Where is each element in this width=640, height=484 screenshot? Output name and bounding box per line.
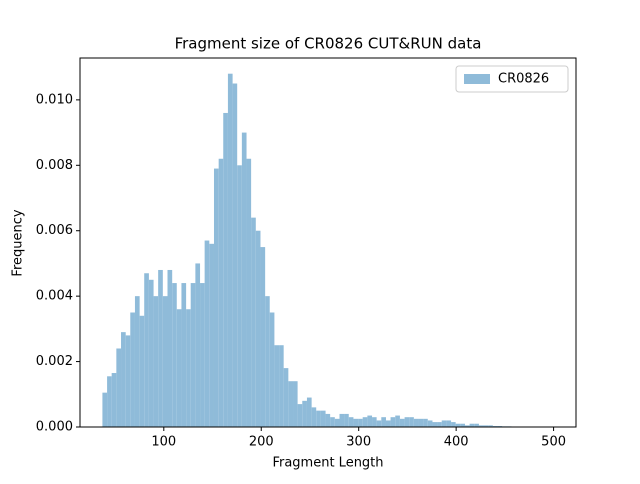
bar: [330, 417, 335, 427]
x-axis-label: Fragment Length: [272, 456, 383, 471]
bar: [116, 348, 121, 427]
bar: [140, 316, 145, 427]
bar: [177, 309, 182, 427]
bar: [144, 273, 149, 427]
bar: [233, 84, 238, 427]
bar: [446, 420, 451, 427]
bar: [102, 393, 107, 427]
bar: [260, 247, 265, 427]
bar: [395, 416, 400, 427]
y-tick-label: 0.004: [36, 289, 73, 304]
bar: [149, 280, 154, 427]
bar: [172, 283, 177, 427]
bar: [265, 296, 270, 427]
bar: [256, 231, 261, 427]
y-axis-label: Frequency: [11, 209, 26, 276]
x-tick-label: 400: [444, 435, 469, 450]
y-tick-label: 0.006: [36, 223, 73, 238]
bar: [270, 313, 275, 427]
bar: [414, 419, 419, 427]
y-tick-label: 0.010: [36, 92, 73, 107]
bar: [400, 419, 405, 427]
bar: [409, 417, 414, 427]
bar: [312, 407, 317, 427]
bar: [274, 345, 279, 427]
bar: [307, 398, 312, 427]
bar: [200, 283, 205, 427]
bar: [451, 422, 456, 427]
bar: [349, 417, 354, 427]
bar: [237, 165, 242, 427]
bar: [223, 113, 228, 427]
bar: [112, 373, 117, 427]
bar: [288, 381, 293, 427]
bar: [130, 313, 135, 427]
bar: [191, 283, 196, 427]
bar: [154, 296, 159, 427]
x-tick-label: 100: [151, 435, 176, 450]
bar: [358, 419, 363, 427]
bar: [195, 263, 200, 427]
bar: [377, 420, 382, 427]
bar: [353, 419, 358, 427]
bar: [367, 416, 372, 427]
bar: [363, 417, 368, 427]
bar: [428, 420, 433, 427]
chart-title: Fragment size of CR0826 CUT&RUN data: [175, 35, 482, 53]
y-tick-label: 0.000: [36, 420, 73, 435]
bar: [372, 417, 377, 427]
bar: [247, 159, 252, 427]
bar: [442, 420, 447, 427]
bar: [321, 411, 326, 427]
bar: [186, 309, 191, 427]
x-tick-label: 500: [541, 435, 566, 450]
bar: [293, 381, 298, 427]
bar: [135, 296, 140, 427]
bar: [126, 335, 131, 427]
bar: [214, 169, 219, 427]
bar: [163, 296, 168, 427]
bar: [423, 419, 428, 427]
bar: [209, 244, 214, 427]
y-tick-label: 0.002: [36, 354, 73, 369]
bar: [279, 345, 284, 427]
bar: [251, 218, 256, 427]
bar: [242, 133, 247, 427]
bar: [316, 411, 321, 427]
bar: [386, 420, 391, 427]
x-tick-label: 200: [249, 435, 274, 450]
bar: [339, 414, 344, 427]
bar: [121, 332, 126, 427]
bar: [181, 283, 186, 427]
bar: [168, 270, 173, 427]
bar: [419, 419, 424, 427]
y-tick-label: 0.008: [36, 158, 73, 173]
bar: [302, 401, 307, 427]
bar: [391, 417, 396, 427]
bar: [437, 422, 442, 427]
bar: [326, 414, 331, 427]
bar: [432, 422, 437, 427]
bar: [158, 270, 163, 427]
bar: [405, 417, 410, 427]
bar: [335, 419, 340, 427]
bar: [381, 417, 386, 427]
legend-swatch: [464, 74, 490, 84]
bar: [284, 368, 289, 427]
bar: [107, 376, 112, 427]
bar: [298, 404, 303, 427]
bar: [219, 159, 224, 427]
bar: [205, 241, 210, 427]
x-tick-label: 300: [346, 435, 371, 450]
bar: [344, 414, 349, 427]
bar: [228, 74, 233, 427]
legend-label: CR0826: [498, 72, 549, 87]
